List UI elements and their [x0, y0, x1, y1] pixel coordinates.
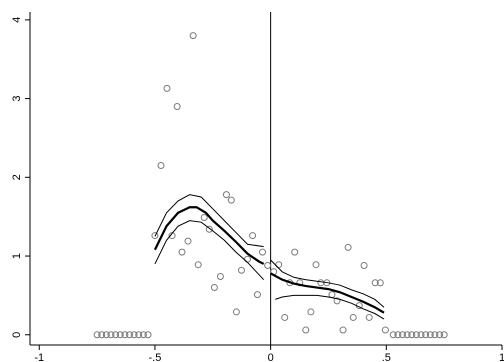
point	[360, 261, 368, 269]
fit-line	[154, 194, 264, 248]
point	[436, 331, 444, 339]
point	[403, 331, 411, 339]
point	[227, 196, 235, 204]
point	[178, 248, 186, 256]
point	[243, 255, 251, 263]
point	[376, 279, 384, 287]
point	[253, 291, 261, 299]
point	[205, 225, 213, 233]
point	[157, 162, 165, 170]
point	[349, 313, 357, 321]
point	[365, 313, 373, 321]
point	[371, 279, 379, 287]
fit-line	[270, 259, 385, 308]
y-tick-label: 0	[11, 332, 23, 338]
point	[389, 331, 397, 339]
point	[151, 232, 159, 240]
point	[264, 261, 272, 269]
x-tick-label: .5	[382, 352, 391, 362]
y-tick-label: 3	[11, 96, 23, 102]
point	[107, 331, 115, 339]
point	[135, 331, 143, 339]
point	[237, 266, 245, 274]
point	[249, 232, 257, 240]
point	[281, 313, 289, 321]
point	[381, 326, 389, 334]
point	[431, 331, 439, 339]
point	[222, 191, 230, 199]
point	[93, 331, 101, 339]
point	[112, 331, 120, 339]
point	[399, 331, 407, 339]
point	[426, 331, 434, 339]
fit-line	[153, 206, 265, 265]
point	[116, 331, 124, 339]
point	[102, 331, 110, 339]
point	[200, 213, 208, 221]
x-tick-label: -1	[34, 352, 44, 362]
fit-line	[154, 220, 265, 281]
point	[408, 331, 416, 339]
x-tick-label: 1	[499, 352, 504, 362]
fit-line	[270, 272, 385, 314]
point	[125, 331, 133, 339]
point	[232, 308, 240, 316]
point	[422, 331, 430, 339]
point	[328, 291, 336, 299]
point	[168, 232, 176, 240]
point	[189, 32, 197, 40]
point	[184, 237, 192, 245]
fit-line	[275, 294, 385, 320]
point	[394, 331, 402, 339]
point	[139, 331, 147, 339]
y-tick-label: 4	[11, 17, 23, 23]
point	[302, 326, 310, 334]
point	[339, 326, 347, 334]
x-tick-label: 0	[268, 352, 274, 362]
point	[259, 248, 267, 256]
point	[312, 261, 320, 269]
point	[440, 331, 448, 339]
point	[163, 84, 171, 92]
point	[333, 297, 341, 305]
point	[130, 331, 138, 339]
point	[144, 331, 152, 339]
point	[216, 273, 224, 281]
point	[417, 331, 425, 339]
y-tick-label: 1	[11, 253, 23, 259]
point	[317, 279, 325, 287]
point	[194, 261, 202, 269]
y-tick-label: 2	[11, 174, 23, 180]
point	[307, 308, 315, 316]
point	[291, 248, 299, 256]
x-tick-label: -.5	[149, 352, 162, 362]
point	[344, 243, 352, 251]
point	[210, 284, 218, 292]
point	[98, 331, 106, 339]
point	[121, 331, 129, 339]
point	[173, 102, 181, 110]
point	[412, 331, 420, 339]
